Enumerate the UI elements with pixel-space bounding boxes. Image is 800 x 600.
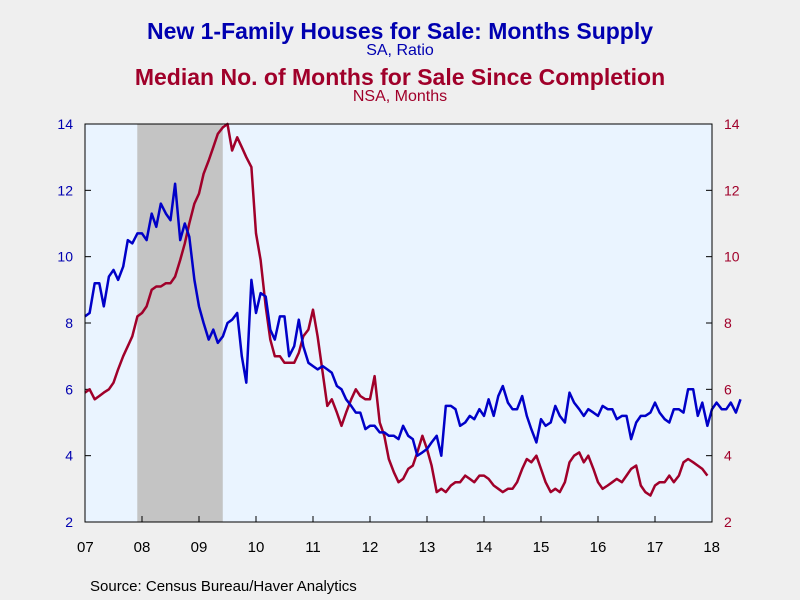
left-tick-label: 8 <box>65 315 73 331</box>
x-tick-label: 09 <box>191 539 208 556</box>
plot-frame <box>84 123 713 523</box>
left-tick-label: 14 <box>57 116 73 132</box>
x-tick-label: 11 <box>305 539 321 556</box>
left-tick-label: 6 <box>65 381 73 397</box>
x-tick-label: 10 <box>248 539 265 556</box>
series1-title: New 1-Family Houses for Sale: Months Sup… <box>146 18 654 44</box>
x-tick-label: 08 <box>134 539 151 556</box>
series-months-supply-line <box>84 182 742 457</box>
right-tick-label: 2 <box>724 514 732 530</box>
right-tick-label: 6 <box>724 381 732 397</box>
left-tick-label: 12 <box>57 182 73 198</box>
right-tick-label: 14 <box>724 116 740 132</box>
x-tick-label: 12 <box>362 539 379 556</box>
x-tick-label: 14 <box>476 539 493 556</box>
x-tick-label: 16 <box>590 539 607 556</box>
x-tick-label: 17 <box>647 539 664 556</box>
right-tick-label: 4 <box>724 448 732 464</box>
left-tick-label: 10 <box>57 249 73 265</box>
x-tick-label: 07 <box>77 539 94 556</box>
recession-band <box>137 124 223 522</box>
x-tick-label: 18 <box>703 539 720 556</box>
series2-title: Median No. of Months for Sale Since Comp… <box>134 64 666 90</box>
source-note: Source: Census Bureau/Haver Analytics <box>90 578 357 595</box>
x-tick-label: 13 <box>419 539 436 556</box>
right-tick-label: 12 <box>724 182 740 198</box>
left-tick-label: 4 <box>65 448 73 464</box>
series2-subtitle: NSA, Months <box>352 88 448 105</box>
left-tick-label: 2 <box>65 514 73 530</box>
x-tick-label: 15 <box>533 539 550 556</box>
right-tick-label: 8 <box>724 315 732 331</box>
series-median-months-line <box>84 122 709 497</box>
right-tick-label: 10 <box>724 249 740 265</box>
series1-subtitle: SA, Ratio <box>366 42 434 59</box>
